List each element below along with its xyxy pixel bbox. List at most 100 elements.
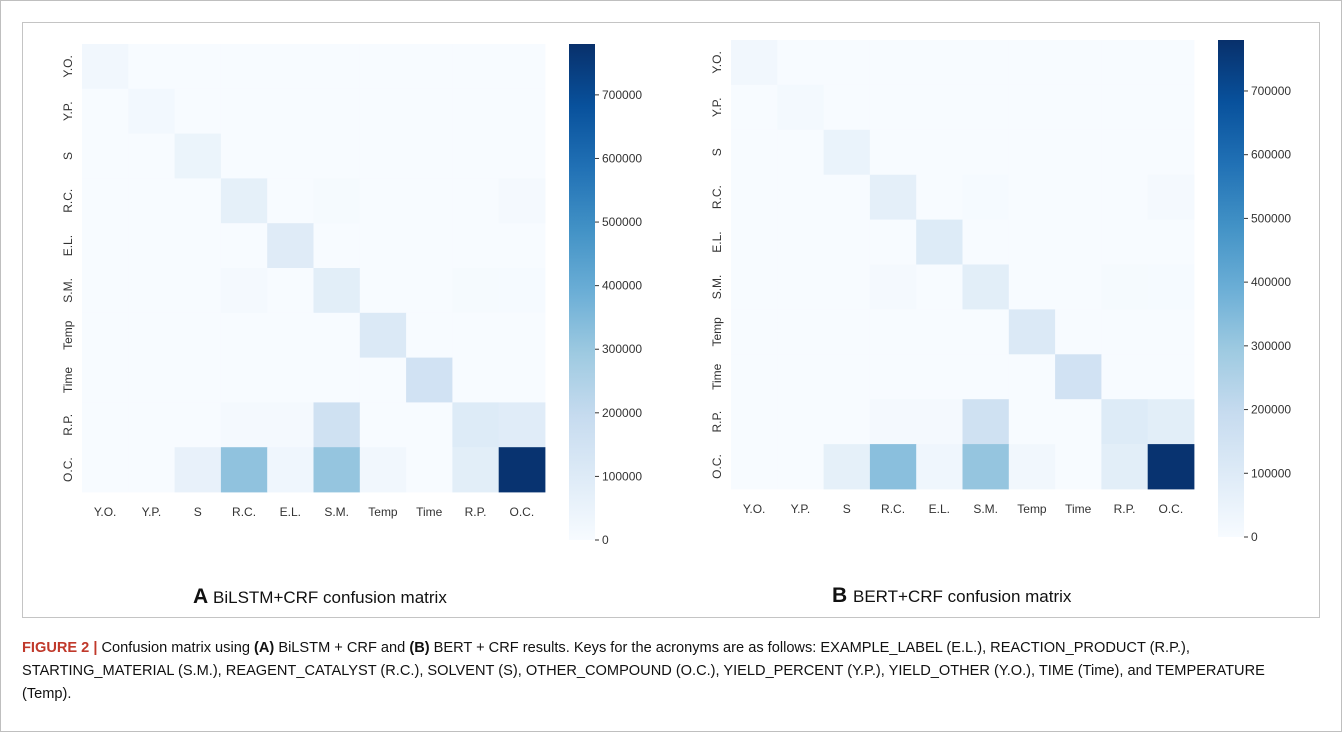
y-tick-label: Temp <box>710 317 724 347</box>
heatmap-cell <box>82 357 129 403</box>
heatmap-cell <box>498 223 546 269</box>
heatmap-cell <box>1008 129 1056 176</box>
heatmap-cell <box>128 312 175 358</box>
x-tick-label: O.C. <box>510 505 535 519</box>
heatmap-cell <box>406 88 453 134</box>
heatmap-cell <box>1101 84 1149 131</box>
x-tick-label: Y.O. <box>743 502 765 516</box>
heatmap-cell <box>962 309 1010 355</box>
heatmap-cell <box>823 354 871 400</box>
x-tick-label: R.P. <box>465 505 487 519</box>
x-tick-label: Temp <box>368 505 398 519</box>
heatmap-cell <box>452 223 500 269</box>
heatmap-cell <box>174 312 222 358</box>
heatmap-cell <box>777 40 824 86</box>
heatmap-cell <box>82 268 129 314</box>
heatmap-cell <box>313 357 361 403</box>
heatmap-cell <box>962 129 1010 176</box>
heatmap-cell <box>869 84 917 131</box>
heatmap-cell <box>313 178 361 224</box>
x-tick-label: R.C. <box>881 502 905 516</box>
heatmap-cell <box>174 268 222 314</box>
heatmap-cell <box>220 312 268 358</box>
heatmap-cell <box>823 309 871 355</box>
heatmap-cell <box>267 44 314 90</box>
heatmap-cell <box>359 178 407 224</box>
heatmap-cell <box>452 133 500 179</box>
heatmap-cell <box>267 223 314 269</box>
heatmap-cell <box>220 357 268 403</box>
heatmap-cell <box>823 444 871 490</box>
heatmap-cell <box>498 133 546 179</box>
x-tick-label: E.L. <box>929 502 950 516</box>
heatmap-cell <box>82 447 129 493</box>
heatmap-cell <box>962 264 1010 310</box>
heatmap-cell <box>1147 264 1195 310</box>
heatmap-cell <box>498 88 546 134</box>
heatmap-cell <box>777 354 824 400</box>
heatmap-cell <box>174 223 222 269</box>
heatmap-cell <box>128 402 175 448</box>
heatmap-cell <box>916 40 963 86</box>
heatmap-cell <box>220 133 268 179</box>
heatmap-cell <box>406 312 453 358</box>
heatmap-cell <box>1147 84 1195 131</box>
heatmap-cell <box>916 354 963 400</box>
heatmap-cell <box>1147 219 1195 265</box>
x-tick-label: S.M. <box>324 505 349 519</box>
figure-caption: FIGURE 2 | Confusion matrix using (A) Bi… <box>22 637 1312 706</box>
heatmap-cell <box>128 44 175 90</box>
heatmap-cell <box>1101 40 1149 86</box>
heatmap-cell <box>174 447 222 493</box>
colorbar-tick-label: 0 <box>1251 530 1258 544</box>
heatmap-cell <box>452 88 500 134</box>
heatmap-cell <box>313 44 361 90</box>
heatmap-cell <box>916 174 963 220</box>
y-tick-label: R.C. <box>61 189 75 213</box>
heatmap-cell <box>313 223 361 269</box>
heatmap-cell <box>267 447 314 493</box>
colorbar-tick-label: 300000 <box>602 342 642 356</box>
y-tick-label: Y.P. <box>61 101 75 121</box>
heatmap-cell <box>1008 354 1056 400</box>
x-tick-label: Y.O. <box>94 505 116 519</box>
heatmap-cell <box>1147 399 1195 445</box>
heatmap-cell <box>1147 309 1195 355</box>
heatmap-cell <box>82 88 129 134</box>
heatmap-cell <box>313 447 361 493</box>
y-tick-label: Y.O. <box>710 51 724 73</box>
heatmap-cell <box>406 402 453 448</box>
heatmap-cell <box>313 88 361 134</box>
y-tick-label: R.P. <box>61 414 75 436</box>
heatmap-cell <box>1055 174 1102 220</box>
heatmap-cell <box>962 399 1010 445</box>
heatmap-cell <box>406 44 453 90</box>
heatmap-cell <box>1008 399 1056 445</box>
heatmap-cell <box>731 309 778 355</box>
colorbar <box>569 44 595 540</box>
heatmap-cell <box>498 402 546 448</box>
x-tick-label: O.C. <box>1159 502 1184 516</box>
heatmap-cell <box>731 40 778 86</box>
heatmap-cell <box>1147 40 1195 86</box>
heatmap-cell <box>1101 444 1149 490</box>
x-tick-label: Y.P. <box>791 502 811 516</box>
heatmap-cell <box>128 223 175 269</box>
heatmap-cell <box>777 174 824 220</box>
heatmap-cell <box>267 357 314 403</box>
heatmap-cell <box>731 354 778 400</box>
y-tick-label: Y.P. <box>710 98 724 118</box>
heatmap-cell <box>1055 309 1102 355</box>
heatmap-cell <box>406 133 453 179</box>
heatmap-cell <box>731 174 778 220</box>
heatmap-cell <box>1008 40 1056 86</box>
heatmap-cell <box>174 88 222 134</box>
heatmap-cell <box>962 219 1010 265</box>
colorbar-tick-label: 400000 <box>1251 275 1291 289</box>
caption-text-1: Confusion matrix using <box>97 640 255 656</box>
heatmap-cell <box>1055 84 1102 131</box>
heatmap-cell <box>1008 84 1056 131</box>
figure-charts: Y.O. Y.P. S R.C. E.L. S.M. Temp Time R.P. O.C. Y.O… <box>61 40 1291 608</box>
heatmap-cell <box>1101 399 1149 445</box>
heatmap-cell <box>498 447 546 493</box>
